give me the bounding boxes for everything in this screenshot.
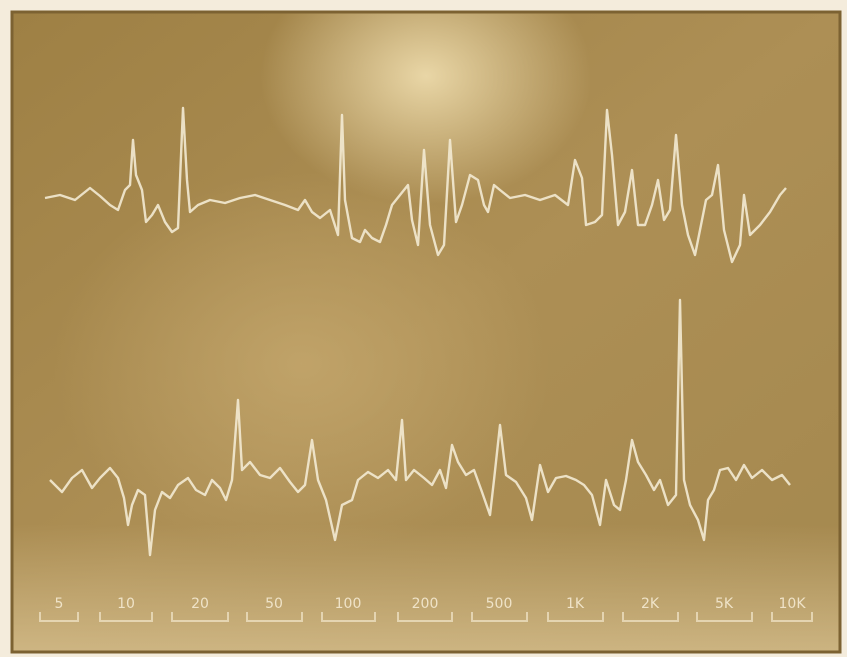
scale-label: 10 xyxy=(117,596,135,612)
screen-edge xyxy=(10,10,842,654)
scale-label: 200 xyxy=(412,596,439,612)
scale-brackets xyxy=(39,612,813,622)
scale-label: 50 xyxy=(265,596,283,612)
scale-label: 5 xyxy=(55,596,64,612)
bottom-trace xyxy=(49,298,791,557)
scale-label: 2K xyxy=(641,596,660,612)
scale-label: 5K xyxy=(715,596,734,612)
scale-label: 20 xyxy=(191,596,209,612)
scale-label: 100 xyxy=(335,596,362,612)
scale-label: 500 xyxy=(486,596,513,612)
glare xyxy=(12,12,840,652)
top-trace xyxy=(44,106,787,264)
scale-label: 10K xyxy=(779,596,807,612)
scale-label: 1K xyxy=(566,596,585,612)
